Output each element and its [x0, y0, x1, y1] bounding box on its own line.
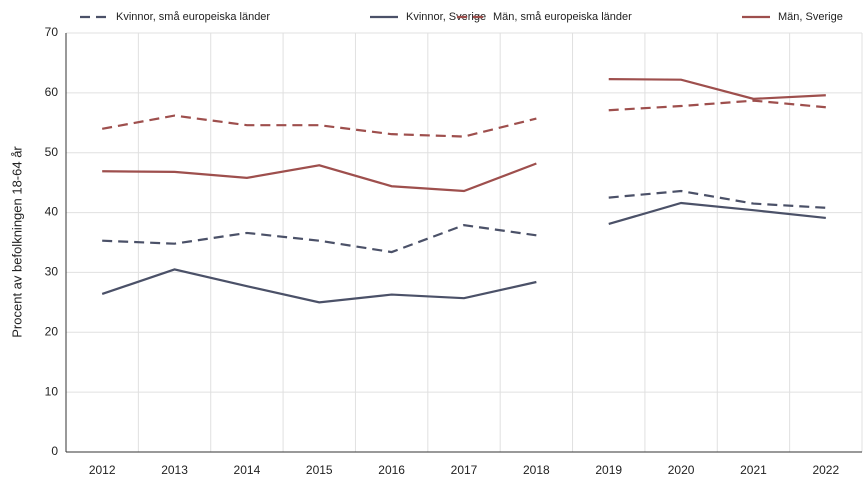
legend-label: Män, små europeiska länder [493, 11, 632, 23]
x-tick-label: 2015 [306, 463, 333, 477]
x-tick-label: 2016 [378, 463, 405, 477]
series-line [102, 189, 826, 254]
series-line [101, 201, 826, 304]
x-tick-label: 2017 [451, 463, 478, 477]
series-line [101, 99, 826, 138]
legend-label: Män, Sverige [778, 11, 843, 23]
y-tick-label: 0 [51, 444, 58, 458]
x-tick-label: 2019 [595, 463, 622, 477]
x-tick-label: 2021 [740, 463, 767, 477]
legend-label: Kvinnor, små europeiska länder [116, 11, 270, 23]
y-tick-label: 40 [45, 205, 59, 219]
y-tick-label: 10 [45, 384, 59, 398]
y-tick-label: 70 [45, 25, 59, 39]
legend-label: Kvinnor, Sverige [406, 11, 486, 23]
x-tick-label: 2020 [668, 463, 695, 477]
y-tick-label: 50 [45, 145, 59, 159]
x-tick-label: 2018 [523, 463, 550, 477]
y-axis-label: Procent av befolkningen 18-64 år [9, 146, 24, 338]
y-tick-label: 30 [45, 265, 59, 279]
y-tick-label: 20 [45, 324, 59, 338]
y-tick-label: 60 [45, 85, 59, 99]
x-tick-label: 2012 [89, 463, 116, 477]
series-line [102, 77, 826, 193]
x-tick-label: 2013 [161, 463, 188, 477]
x-tick-label: 2022 [812, 463, 839, 477]
x-tick-label: 2014 [234, 463, 261, 477]
